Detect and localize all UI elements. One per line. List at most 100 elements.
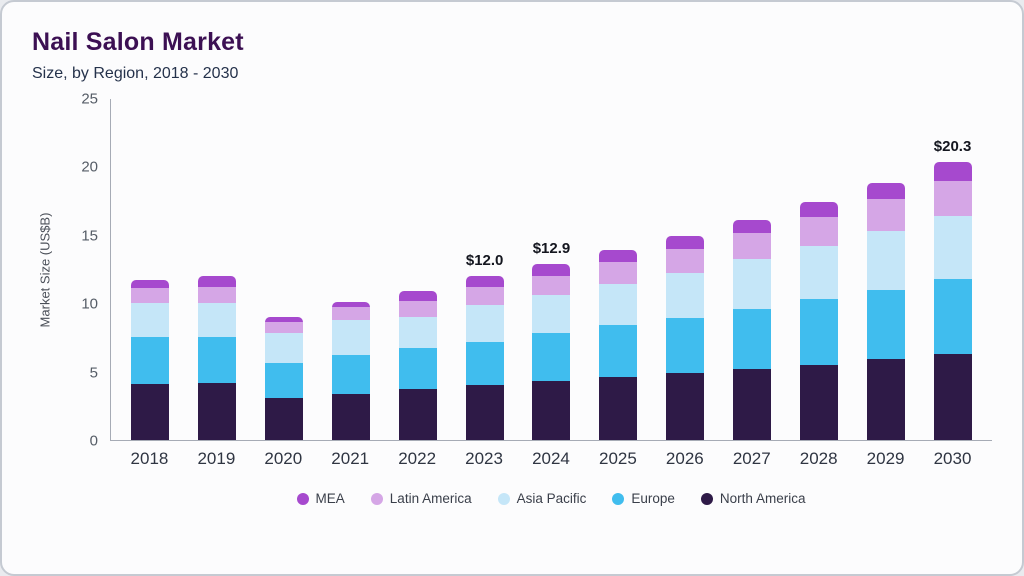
y-tick-label: 0 xyxy=(89,432,98,450)
bar-segment-2021-europe[interactable] xyxy=(331,355,370,394)
bar-segment-2030-europe[interactable] xyxy=(933,278,972,354)
bar-column-2024: $12.9 xyxy=(518,99,584,440)
bar-segment-2025-latin-america[interactable] xyxy=(599,262,638,285)
bar-segment-2020-latin-america[interactable] xyxy=(265,322,304,334)
bar-2024[interactable] xyxy=(532,263,571,440)
legend-item-mea[interactable]: MEA xyxy=(296,491,345,506)
legend-label: MEA xyxy=(315,491,345,506)
bar-2022[interactable] xyxy=(398,290,437,440)
bar-segment-2018-mea[interactable] xyxy=(131,279,170,289)
bar-segment-2024-north-america[interactable] xyxy=(532,381,571,440)
bar-column-2019 xyxy=(184,99,250,440)
bar-column-2026 xyxy=(652,99,718,440)
bar-segment-2020-asia-pacific[interactable] xyxy=(265,333,304,364)
bar-segment-2028-asia-pacific[interactable] xyxy=(799,245,838,300)
bar-segment-2030-mea[interactable] xyxy=(933,162,972,182)
bar-segment-2028-europe[interactable] xyxy=(799,299,838,365)
bar-segment-2028-mea[interactable] xyxy=(799,202,838,218)
bar-segment-2022-north-america[interactable] xyxy=(398,389,437,440)
bar-segment-2027-mea[interactable] xyxy=(733,219,772,234)
bar-segment-2027-europe[interactable] xyxy=(733,308,772,369)
bar-segment-2030-latin-america[interactable] xyxy=(933,181,972,216)
bar-segment-2022-latin-america[interactable] xyxy=(398,300,437,317)
legend-item-europe[interactable]: Europe xyxy=(612,491,675,506)
bar-segment-2022-asia-pacific[interactable] xyxy=(398,316,437,349)
bar-segment-2025-north-america[interactable] xyxy=(599,377,638,440)
bar-segment-2023-mea[interactable] xyxy=(465,275,504,287)
legend-item-asia-pacific[interactable]: Asia Pacific xyxy=(497,491,586,506)
bar-segment-2019-europe[interactable] xyxy=(198,337,237,383)
bar-2019[interactable] xyxy=(198,275,237,440)
legend: MEA Latin America Asia Pacific Europe North … xyxy=(110,491,992,506)
bar-segment-2025-mea[interactable] xyxy=(599,249,638,263)
bar-column-2022 xyxy=(385,99,451,440)
bar-segment-2020-europe[interactable] xyxy=(265,363,304,398)
bar-segment-2020-mea[interactable] xyxy=(265,316,304,323)
bar-segment-2025-asia-pacific[interactable] xyxy=(599,284,638,326)
legend-swatch-icon xyxy=(700,492,713,505)
bar-segment-2021-latin-america[interactable] xyxy=(331,307,370,320)
bar-segment-2029-latin-america[interactable] xyxy=(866,199,905,231)
bar-segment-2026-europe[interactable] xyxy=(666,318,705,373)
legend-item-latin-america[interactable]: Latin America xyxy=(370,491,472,506)
bar-segment-2020-north-america[interactable] xyxy=(265,397,304,440)
bar-segment-2029-mea[interactable] xyxy=(866,182,905,200)
bar-segment-2022-europe[interactable] xyxy=(398,348,437,390)
bar-2029[interactable] xyxy=(866,182,905,440)
y-axis-title: Market Size (US$B) xyxy=(37,212,53,328)
bar-segment-2030-asia-pacific[interactable] xyxy=(933,215,972,279)
bar-segment-2025-europe[interactable] xyxy=(599,325,638,378)
bar-segment-2027-north-america[interactable] xyxy=(733,368,772,440)
x-axis-label-2020: 2020 xyxy=(264,449,303,468)
bar-2025[interactable] xyxy=(599,249,638,440)
bar-2028[interactable] xyxy=(799,202,838,440)
bar-segment-2026-latin-america[interactable] xyxy=(666,248,705,274)
bar-segment-2027-asia-pacific[interactable] xyxy=(733,259,772,309)
bar-segment-2023-north-america[interactable] xyxy=(465,385,504,440)
x-axis-label-2021: 2021 xyxy=(331,449,370,468)
bar-segment-2029-europe[interactable] xyxy=(866,289,905,360)
bar-segment-2021-asia-pacific[interactable] xyxy=(331,319,370,356)
bar-segment-2024-europe[interactable] xyxy=(532,333,571,382)
bar-segment-2023-latin-america[interactable] xyxy=(465,286,504,305)
bar-segment-2023-asia-pacific[interactable] xyxy=(465,304,504,342)
bar-segment-2024-asia-pacific[interactable] xyxy=(532,295,571,334)
bar-segment-2024-latin-america[interactable] xyxy=(532,275,571,296)
bar-segment-2026-asia-pacific[interactable] xyxy=(666,273,705,319)
bar-segment-2018-north-america[interactable] xyxy=(131,383,170,440)
bar-column-2025 xyxy=(585,99,651,440)
bar-segment-2026-north-america[interactable] xyxy=(666,372,705,440)
bar-segment-2018-latin-america[interactable] xyxy=(131,288,170,304)
bar-2026[interactable] xyxy=(666,236,705,440)
bar-2030[interactable] xyxy=(933,162,972,440)
bar-segment-2027-latin-america[interactable] xyxy=(733,233,772,260)
bar-segment-2019-latin-america[interactable] xyxy=(198,286,237,304)
bar-segment-2019-mea[interactable] xyxy=(198,275,237,287)
legend-item-north-america[interactable]: North America xyxy=(700,491,805,506)
y-tick-label: 15 xyxy=(81,227,98,245)
bar-2020[interactable] xyxy=(265,316,304,440)
bar-segment-2026-mea[interactable] xyxy=(666,236,705,249)
bar-segment-2028-north-america[interactable] xyxy=(799,364,838,440)
bar-column-2023: $12.0 xyxy=(452,99,518,440)
bar-segment-2019-north-america[interactable] xyxy=(198,382,237,440)
bar-segment-2024-mea[interactable] xyxy=(532,263,571,276)
bar-2023[interactable] xyxy=(465,275,504,440)
bar-segment-2018-asia-pacific[interactable] xyxy=(131,303,170,338)
bar-segment-2023-europe[interactable] xyxy=(465,341,504,386)
bar-segment-2028-latin-america[interactable] xyxy=(799,217,838,246)
y-axis-title-cell: Market Size (US$B) xyxy=(32,99,58,441)
bar-segment-2021-north-america[interactable] xyxy=(331,393,370,440)
bar-2027[interactable] xyxy=(733,219,772,440)
bar-segment-2019-asia-pacific[interactable] xyxy=(198,303,237,338)
bar-segment-2021-mea[interactable] xyxy=(331,301,370,308)
bar-2021[interactable] xyxy=(331,301,370,440)
bar-segment-2029-north-america[interactable] xyxy=(866,359,905,440)
bar-2018[interactable] xyxy=(131,279,170,440)
bar-segment-2030-north-america[interactable] xyxy=(933,353,972,440)
bar-segment-2022-mea[interactable] xyxy=(398,290,437,301)
bar-segment-2029-asia-pacific[interactable] xyxy=(866,230,905,290)
bar-segment-2018-europe[interactable] xyxy=(131,337,170,384)
x-axis-labels: 2018 2019 2020 2021 2022 2023 2024 2025 2026 2027… xyxy=(110,449,992,469)
